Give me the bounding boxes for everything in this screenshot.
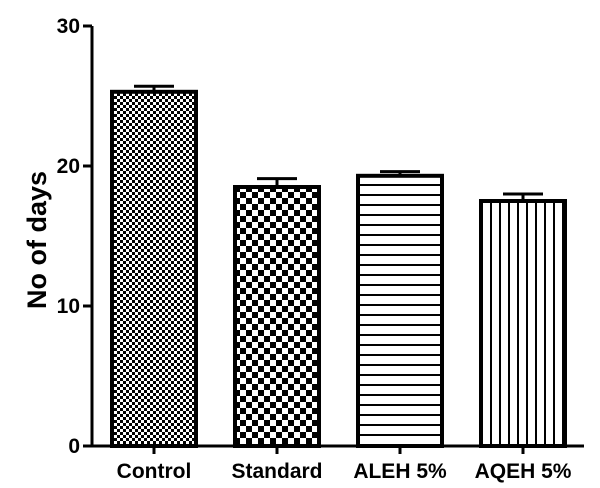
bars (110, 84, 567, 449)
category-label: AQEH 5% (475, 460, 572, 483)
category-label: ALEH 5% (353, 460, 447, 483)
bar-group (233, 177, 321, 448)
y-tick-label: 30 (57, 15, 80, 38)
y-axis: 0 10 20 30 (57, 15, 94, 458)
bar (233, 185, 321, 448)
category-label: Control (117, 460, 192, 483)
bar-group (479, 192, 567, 448)
bar-group (356, 170, 444, 449)
category-label: Standard (231, 460, 322, 483)
y-tick-label: 10 (57, 295, 80, 318)
bar (479, 199, 567, 448)
bar-group (110, 84, 198, 449)
bar (110, 89, 198, 449)
y-axis-label: No of days (22, 171, 52, 309)
bar (356, 173, 444, 449)
x-ticks: Control Standard ALEH 5% AQEH 5% (117, 446, 572, 483)
y-tick-label: 20 (57, 155, 80, 178)
y-tick-label: 0 (68, 435, 80, 458)
y-ticks: 0 10 20 30 (57, 15, 92, 458)
